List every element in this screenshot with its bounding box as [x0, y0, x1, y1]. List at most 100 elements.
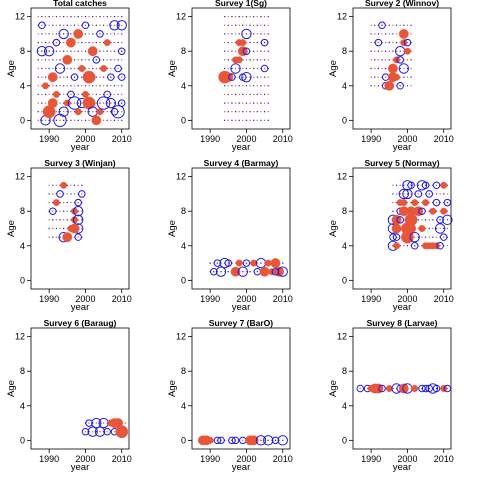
- panel-title: Survey 6 (Baraug): [44, 318, 117, 328]
- grid-dot: [44, 50, 47, 52]
- grid-dot: [414, 245, 416, 247]
- grid-dot: [55, 85, 58, 87]
- x-axis-label: year: [393, 462, 411, 473]
- residual-bubble: [411, 199, 419, 207]
- grid-dot: [77, 201, 79, 204]
- grid-dot: [260, 119, 262, 122]
- residual-bubble: [392, 233, 401, 241]
- grid-dot: [55, 219, 58, 221]
- grid-dot: [227, 50, 229, 52]
- grid-dot: [99, 431, 101, 433]
- grid-dot: [370, 33, 372, 35]
- y-axis-label: Age: [167, 60, 178, 77]
- grid-dot: [374, 24, 376, 26]
- grid-dot: [95, 41, 98, 44]
- grid-dot: [84, 41, 87, 44]
- grid-dot: [223, 271, 226, 273]
- grid-dot: [249, 102, 251, 104]
- grid-dot: [117, 119, 119, 122]
- residual-bubble: [427, 383, 439, 394]
- residual-bubble: [78, 65, 86, 72]
- x-tick-label: 1990: [200, 454, 220, 464]
- x-axis-label: year: [232, 302, 250, 313]
- residual-bubble: [58, 106, 69, 117]
- residual-bubble: [385, 385, 393, 392]
- grid-dot: [113, 119, 116, 122]
- grid-dot: [66, 50, 68, 52]
- grid-dot: [406, 24, 409, 26]
- residual-bubble: [235, 259, 243, 267]
- grid-dot: [234, 15, 237, 18]
- grid-dot: [410, 59, 412, 61]
- residual-bubble: [52, 90, 60, 98]
- residual-bubble: [271, 436, 280, 445]
- grid-dot: [406, 76, 409, 78]
- grid-dot: [55, 236, 58, 238]
- grid-dot: [253, 93, 255, 96]
- grid-dot: [245, 15, 248, 18]
- panel-5: Survey 4 (Barmay) 1990 2000 2010 0 4 8 12 year Ag…: [167, 158, 293, 313]
- grid-dot: [253, 33, 255, 35]
- grid-dot: [267, 111, 269, 113]
- grid-dot: [88, 111, 90, 113]
- grid-dot: [70, 201, 72, 204]
- grid-dot: [446, 193, 449, 195]
- grid-dot: [106, 93, 108, 96]
- grid-dot: [377, 41, 380, 44]
- grid-dot: [48, 50, 50, 52]
- grid-dot: [52, 15, 54, 18]
- residual-bubble: [91, 115, 102, 126]
- grid-dot: [245, 85, 248, 87]
- grid-dot: [267, 93, 269, 96]
- residual-bubble: [418, 207, 426, 215]
- grid-dot: [59, 76, 61, 78]
- residual-bubble: [47, 72, 58, 83]
- grid-dot: [267, 24, 269, 26]
- grid-dot: [99, 76, 101, 78]
- grid-dot: [260, 262, 262, 264]
- grid-dot: [55, 24, 58, 26]
- grid-dot: [242, 33, 244, 35]
- grid-dot: [231, 24, 233, 26]
- grid-dot: [245, 33, 248, 35]
- grid-dot: [113, 111, 116, 113]
- grid-dot: [242, 439, 244, 442]
- residual-bubble: [429, 207, 437, 215]
- grid-dot: [95, 59, 98, 61]
- grid-dot: [121, 50, 123, 52]
- grid-dot: [263, 439, 266, 442]
- grid-dot: [223, 41, 226, 44]
- residual-bubble: [210, 267, 218, 276]
- grid-dot: [421, 236, 423, 238]
- residual-bubble: [117, 99, 126, 107]
- x-tick-label: 2000: [75, 134, 95, 144]
- y-tick-label: 12: [15, 332, 25, 342]
- grid-dot: [399, 24, 401, 26]
- grid-dot: [37, 33, 39, 35]
- grid-dot: [41, 76, 43, 78]
- residual-bubble: [436, 242, 444, 250]
- residual-bubble: [400, 199, 408, 207]
- residual-bubble: [105, 97, 117, 109]
- grid-dot: [55, 33, 58, 35]
- grid-dot: [245, 119, 248, 122]
- x-tick-label: 1990: [361, 134, 381, 144]
- panel-2: Survey 1(Sg) 1990 2000 2010 0 4 8 12 year Age: [167, 0, 293, 153]
- grid-dot: [99, 24, 101, 26]
- y-tick-label: 12: [176, 332, 186, 342]
- grid-dot: [48, 184, 50, 186]
- grid-dot: [95, 76, 98, 78]
- grid-dot: [41, 111, 43, 113]
- grid-dot: [256, 50, 259, 52]
- residual-bubble: [114, 64, 122, 73]
- residual-bubble: [277, 266, 288, 277]
- y-tick-label: 0: [181, 435, 186, 445]
- grid-dot: [52, 219, 54, 221]
- grid-dot: [384, 67, 387, 70]
- grid-dot: [110, 50, 112, 52]
- grid-dot: [263, 111, 266, 113]
- grid-dot: [227, 15, 229, 18]
- grid-dot: [245, 262, 248, 264]
- residual-bubble: [239, 73, 247, 81]
- residual-bubble: [425, 190, 433, 198]
